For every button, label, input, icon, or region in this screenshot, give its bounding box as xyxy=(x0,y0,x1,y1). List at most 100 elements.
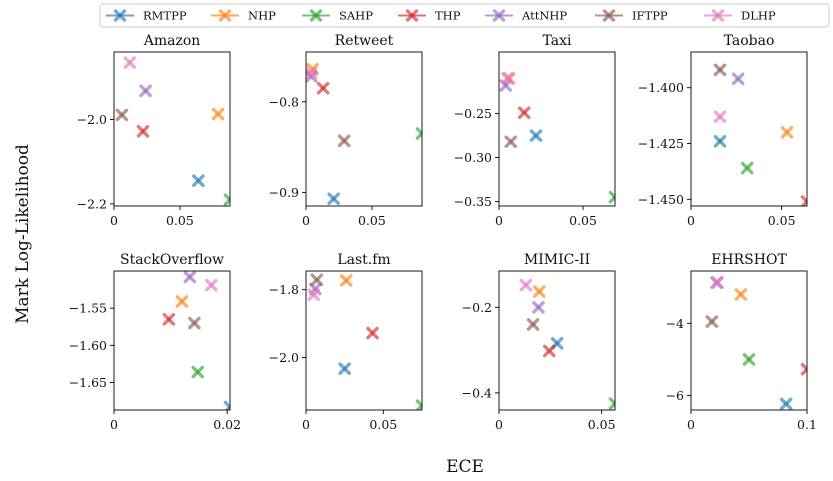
markers xyxy=(115,56,230,206)
point-sahp xyxy=(223,193,230,206)
point-sahp xyxy=(608,190,615,204)
y-tick-label: −0.30 xyxy=(454,150,492,165)
y-tick-label: −1.55 xyxy=(69,301,107,316)
panel-title: MIMIC-II xyxy=(524,252,590,268)
point-attnhp xyxy=(183,271,197,284)
point-iftpp xyxy=(115,108,129,122)
point-sahp xyxy=(742,353,756,366)
y-tick-label: −1.60 xyxy=(69,338,107,353)
point-sahp xyxy=(415,399,422,410)
point-dlhp xyxy=(306,66,318,80)
x-tick-label: 0.05 xyxy=(358,213,386,228)
legend: RMTPP NHP SAHP THP AttNHP IFTPP DLHP xyxy=(99,3,830,28)
y-tick-label: −0.25 xyxy=(454,106,492,121)
legend-item-rmtpp: RMTPP xyxy=(106,9,187,23)
point-rmtpp xyxy=(529,129,543,142)
point-nhp xyxy=(532,285,546,298)
point-attnhp xyxy=(306,70,318,83)
point-nhp xyxy=(211,107,225,121)
point-attnhp xyxy=(731,72,745,86)
panel-ehrshot: EHRSHOT 0 0.1 −4 −6 xyxy=(666,252,817,432)
y-tick-label: −4 xyxy=(666,316,684,331)
legend-marker xyxy=(492,9,506,22)
legend-label: IFTPP xyxy=(632,9,668,23)
legend-item-iftpp: IFTPP xyxy=(595,9,668,23)
point-rmtpp xyxy=(713,134,727,148)
panel-title: Last.fm xyxy=(337,252,390,268)
y-tick-label: −1.400 xyxy=(638,80,684,95)
panel-stackoverflow: StackOverflow 0 0.02 −1.55 −1.60 −1.65 xyxy=(69,252,241,432)
legend-marker xyxy=(218,9,232,22)
axes-frame xyxy=(113,270,231,411)
point-thp xyxy=(517,106,531,120)
x-tick-label: 0.1 xyxy=(797,417,817,432)
point-dlhp xyxy=(711,276,724,289)
markers xyxy=(705,276,807,410)
point-iftpp xyxy=(705,315,719,328)
point-iftpp xyxy=(504,135,518,149)
point-rmtpp xyxy=(192,174,205,187)
point-thp xyxy=(543,344,556,358)
legend-item-sahp: SAHP xyxy=(302,9,373,23)
axes-frame xyxy=(305,270,423,411)
point-thp xyxy=(800,195,807,206)
markers xyxy=(499,72,615,204)
point-thp xyxy=(136,125,150,138)
point-thp xyxy=(316,81,330,95)
x-tick-label: 0 xyxy=(302,417,310,432)
y-tick-label: −6 xyxy=(666,388,684,403)
x-tick-label: 0 xyxy=(495,417,503,432)
panel-title: EHRSHOT xyxy=(711,252,787,268)
x-tick-label: 0 xyxy=(110,213,118,228)
legend-marker xyxy=(602,9,616,22)
panel-taxi: Taxi 0 0.05 −0.25 −0.30 −0.35 xyxy=(454,33,616,228)
point-dlhp xyxy=(501,72,514,85)
panel-mimic-ii: MIMIC-II 0 0.05 −0.2 −0.4 xyxy=(462,252,616,432)
y-tick-label: −2.0 xyxy=(77,112,107,127)
legend-item-attnhp: AttNHP xyxy=(485,9,567,23)
axes-frame xyxy=(690,270,808,411)
point-nhp xyxy=(734,288,748,301)
point-nhp xyxy=(339,274,353,287)
legend-label: DLHP xyxy=(741,9,776,23)
point-rmtpp xyxy=(338,362,351,375)
point-thp xyxy=(162,313,176,326)
y-tick-label: −0.9 xyxy=(269,185,299,200)
x-axis-label: ECE xyxy=(446,457,484,477)
point-dlhp xyxy=(519,278,533,292)
point-rmtpp xyxy=(327,192,340,206)
point-dlhp xyxy=(713,110,727,124)
legend-item-dlhp: DLHP xyxy=(704,9,776,23)
point-iftpp xyxy=(310,273,324,287)
legend-marker xyxy=(405,9,419,22)
y-tick-label: −1.65 xyxy=(69,375,107,390)
legend-label: AttNHP xyxy=(521,9,567,23)
legend-label: SAHP xyxy=(339,9,373,23)
axes-frame xyxy=(305,51,423,207)
markers xyxy=(162,271,230,410)
panel-taobao: Taobao 0 0.05 −1.400 −1.425 −1.450 xyxy=(638,33,808,228)
legend-marker xyxy=(309,9,323,22)
point-dlhp xyxy=(123,56,137,69)
x-tick-label: 0 xyxy=(687,417,695,432)
markers xyxy=(306,62,422,206)
x-tick-label: 0.05 xyxy=(588,417,616,432)
point-attnhp xyxy=(532,301,545,314)
point-iftpp xyxy=(713,63,727,77)
point-thp xyxy=(800,362,807,376)
point-sahp xyxy=(608,397,615,410)
point-rmtpp xyxy=(779,397,793,410)
point-nhp xyxy=(780,126,794,139)
y-tick-label: −1.425 xyxy=(638,136,684,151)
x-tick-label: 0 xyxy=(687,213,695,228)
legend-label: NHP xyxy=(248,9,276,23)
panel-title: Taxi xyxy=(543,33,572,49)
legend-item-thp: THP xyxy=(398,9,461,23)
axes-frame xyxy=(498,270,616,411)
axes-frame xyxy=(690,51,808,207)
point-sahp xyxy=(191,365,205,379)
legend-marker xyxy=(711,9,725,22)
panel-title: Retweet xyxy=(335,33,394,49)
y-tick-label: −2.0 xyxy=(269,350,299,365)
legend-item-nhp: NHP xyxy=(211,9,276,23)
